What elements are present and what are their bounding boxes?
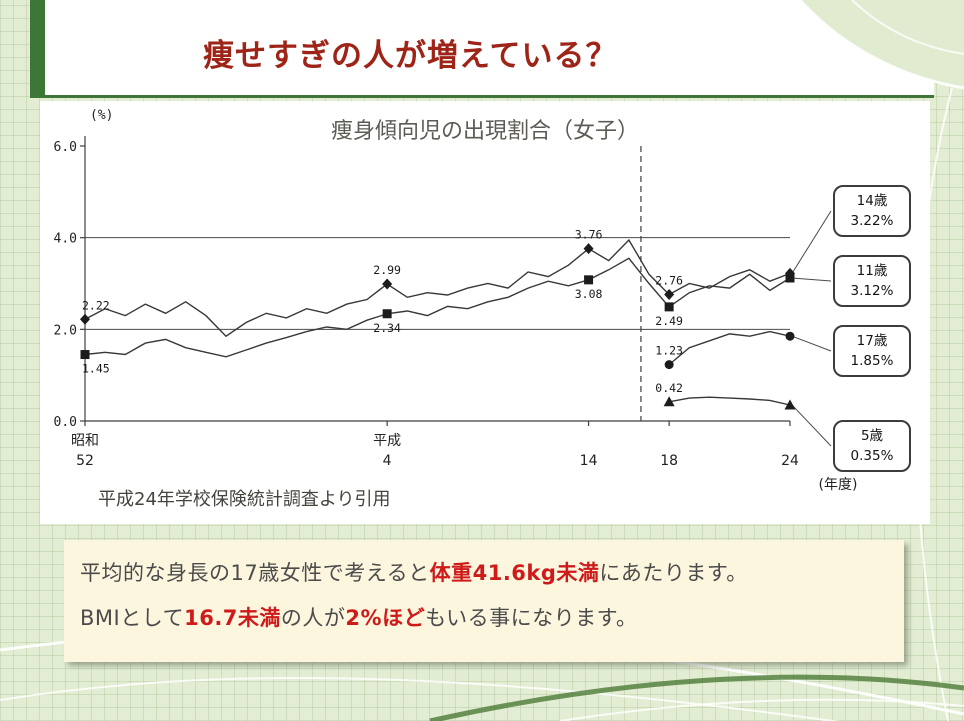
- trend-chart-svg: (%) 0.0 2.0 4.0 6.0 昭和 52 平成 4 14 18 24 (年度) 2.22 2.99…: [54, 108, 858, 493]
- bottom-green-swirl-curve: [429, 674, 964, 721]
- svg-text:2.76: 2.76: [655, 274, 683, 288]
- svg-text:52: 52: [76, 453, 94, 469]
- slide-title: 痩せすぎの人が増えている？: [203, 38, 618, 74]
- callout-age-11: 11歳 3.12%: [833, 255, 911, 307]
- svg-text:昭和: 昭和: [71, 433, 99, 449]
- note-text: BMIとして: [80, 606, 185, 630]
- svg-text:3.08: 3.08: [575, 287, 603, 301]
- callout-age-14: 14歳 3.22%: [833, 185, 911, 237]
- bottom-swirl-curve-2: [0, 677, 841, 721]
- svg-text:4.0: 4.0: [54, 232, 77, 247]
- svg-text:18: 18: [660, 453, 678, 469]
- svg-text:(年度): (年度): [819, 477, 858, 493]
- title-underline: [30, 95, 934, 98]
- svg-text:2.0: 2.0: [54, 323, 77, 338]
- svg-text:14: 14: [580, 453, 598, 469]
- svg-text:24: 24: [781, 453, 799, 469]
- note-highlight-percent: 2%ほど: [345, 606, 426, 630]
- chart-panel: 痩身傾向児の出現割合（女子） (%) 0.0 2.0 4.0 6.0 昭和 52 平成 4 14 1…: [40, 101, 930, 524]
- note-text: 平均的な身長の17歳女性で考えると: [80, 561, 430, 585]
- callout-age-label: 11歳: [856, 262, 888, 279]
- svg-text:0.0: 0.0: [54, 415, 77, 430]
- svg-text:6.0: 6.0: [54, 140, 77, 155]
- svg-text:1.45: 1.45: [82, 362, 110, 376]
- note-text: もいる事になります。: [425, 606, 638, 630]
- svg-text:0.42: 0.42: [655, 381, 683, 395]
- note-highlight-bmi: 16.7未満: [184, 606, 281, 630]
- callout-age-label: 5歳: [860, 427, 884, 444]
- title-accent-bar: [30, 0, 45, 95]
- source-citation: 平成24年学校保険統計調査より引用: [98, 489, 391, 510]
- svg-text:2.49: 2.49: [655, 314, 683, 328]
- callout-age-17: 17歳 1.85%: [833, 325, 911, 377]
- svg-text:平成: 平成: [373, 433, 401, 449]
- svg-text:2.99: 2.99: [373, 263, 401, 277]
- bottom-swirl-curve-3: [559, 698, 964, 721]
- note-line-1: 平均的な身長の17歳女性で考えると体重41.6kg未満にあたります。: [80, 557, 888, 587]
- note-text: にあたります。: [599, 561, 748, 585]
- callout-age-label: 14歳: [856, 192, 888, 209]
- callout-age-5: 5歳 0.35%: [833, 420, 911, 472]
- svg-text:3.76: 3.76: [575, 228, 603, 242]
- callout-age-label: 17歳: [856, 332, 888, 349]
- chart-title: 痩身傾向児の出現割合（女子）: [330, 119, 639, 144]
- callout-value-label: 0.35%: [850, 448, 894, 464]
- svg-text:2.22: 2.22: [82, 298, 110, 312]
- callout-value-label: 3.12%: [850, 283, 894, 299]
- note-box: 平均的な身長の17歳女性で考えると体重41.6kg未満にあたります。 BMIとし…: [64, 540, 904, 662]
- callout-value-label: 3.22%: [850, 213, 894, 229]
- note-line-2: BMIとして16.7未満の人が2%ほどもいる事になります。: [80, 602, 888, 632]
- svg-text:4: 4: [383, 453, 392, 469]
- title-band: 痩せすぎの人が増えている？: [45, 0, 934, 95]
- note-text: の人が: [280, 606, 346, 630]
- svg-text:(%): (%): [90, 108, 113, 123]
- callout-value-label: 1.85%: [850, 353, 894, 369]
- svg-text:1.23: 1.23: [655, 344, 683, 358]
- svg-text:2.34: 2.34: [373, 321, 401, 335]
- note-highlight-weight: 体重41.6kg未満: [429, 561, 600, 585]
